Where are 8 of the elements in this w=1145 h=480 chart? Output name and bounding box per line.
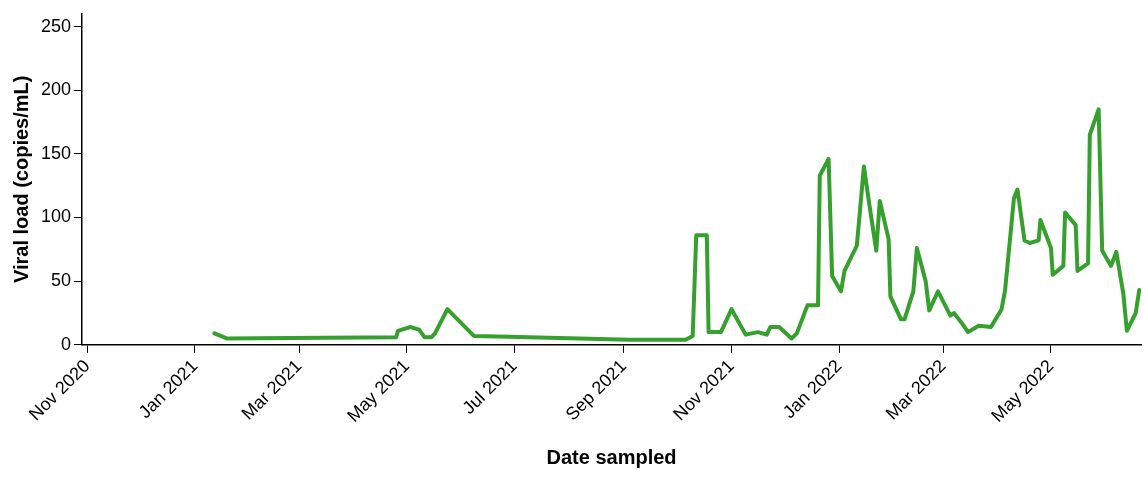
y-axis-title: Viral load (copies/mL) <box>9 75 32 284</box>
y-tick-label: 0 <box>61 333 72 354</box>
y-tick-label: 100 <box>40 206 72 227</box>
x-axis-title: Date sampled <box>546 445 677 468</box>
y-tick-label: 150 <box>40 142 72 163</box>
y-tick-label: 50 <box>51 270 72 291</box>
y-tick-label: 250 <box>40 15 72 36</box>
y-tick-label: 200 <box>40 79 72 100</box>
